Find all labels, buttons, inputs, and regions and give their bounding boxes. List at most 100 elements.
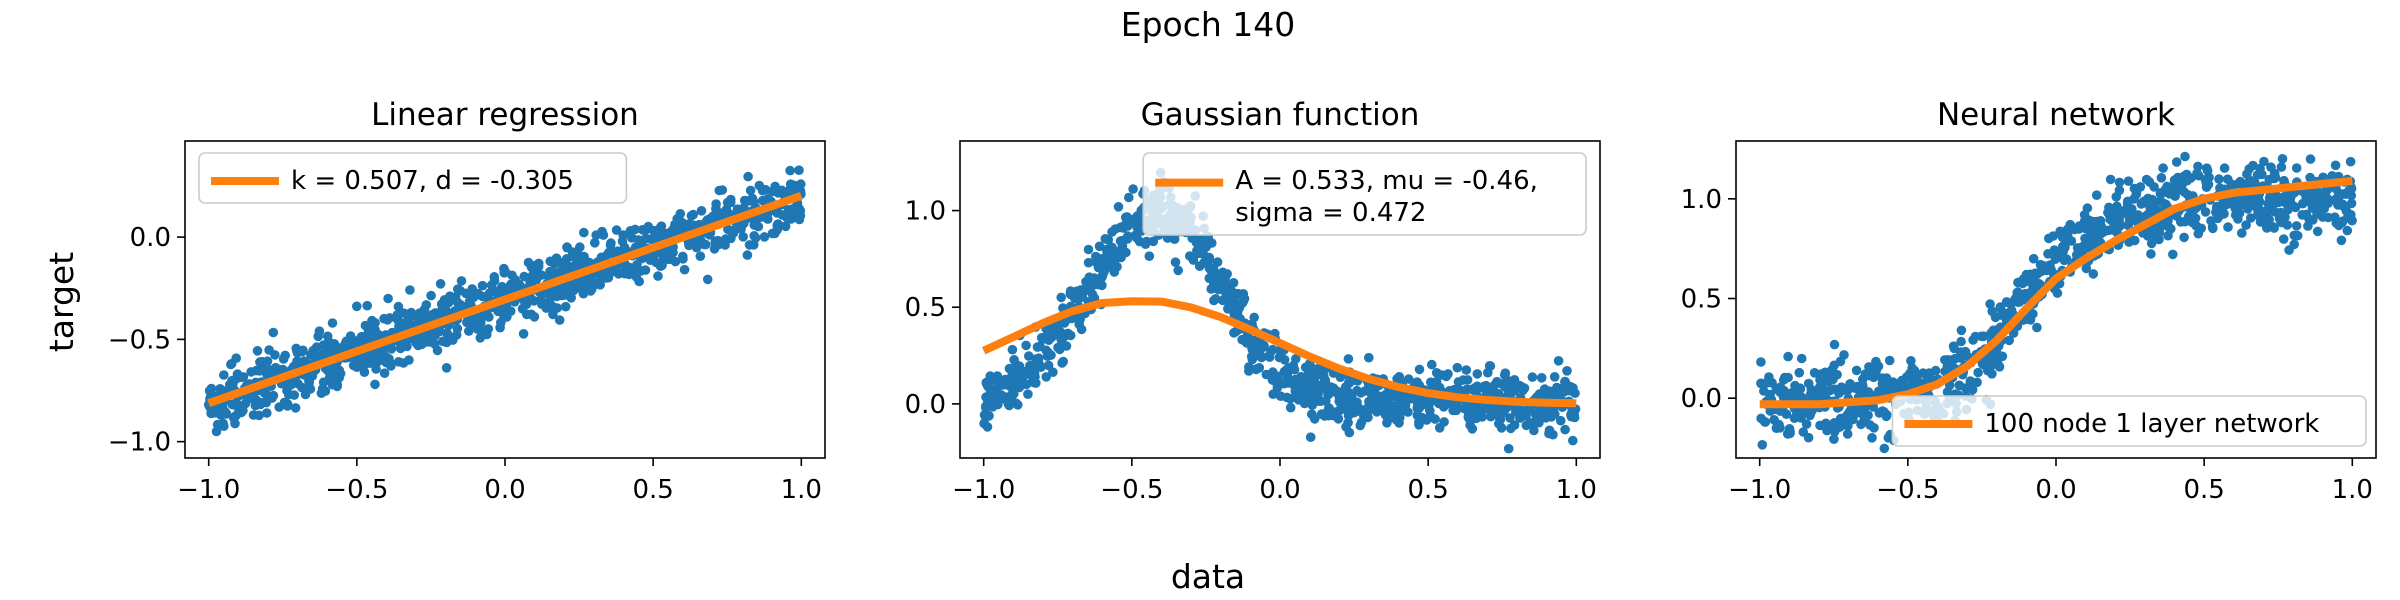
scatter-point xyxy=(2123,176,2134,186)
scatter-point xyxy=(468,317,479,328)
scatter-point xyxy=(438,336,448,347)
scatter-point xyxy=(416,336,426,347)
scatter-point xyxy=(1547,410,1557,420)
scatter-point xyxy=(688,209,698,220)
scatter-point xyxy=(1054,328,1065,339)
scatter-point xyxy=(1324,383,1334,393)
scatter-point xyxy=(1036,362,1046,373)
scatter-point xyxy=(1035,341,1045,352)
scatter-point xyxy=(2179,187,2189,197)
scatter-point xyxy=(1765,406,1776,416)
scatter-point xyxy=(1553,356,1564,366)
scatter-point xyxy=(1837,414,1847,425)
scatter-point xyxy=(2146,249,2156,259)
scatter-point xyxy=(1973,367,1983,378)
scatter-point xyxy=(1798,427,1809,437)
scatter-point xyxy=(767,186,778,197)
scatter-point xyxy=(311,353,321,364)
scatter-point xyxy=(477,280,488,291)
scatter-point xyxy=(212,419,223,430)
scatter-point xyxy=(1995,302,2006,312)
subplot-title: Linear regression xyxy=(371,97,639,133)
legend-box xyxy=(1891,395,2367,447)
scatter-point xyxy=(772,220,782,231)
scatter-point xyxy=(1061,341,1072,351)
scatter-point xyxy=(464,296,475,307)
scatter-point xyxy=(1355,420,1365,431)
scatter-point xyxy=(1426,377,1436,388)
scatter-point xyxy=(1506,423,1516,434)
scatter-point xyxy=(2074,224,2084,234)
scatter-point xyxy=(757,185,768,196)
scatter-point xyxy=(2032,322,2042,333)
scatter-point xyxy=(2331,218,2342,228)
subplot-1: Linear regression −1.0 −0.5 0.0 0.5 1.0 −1.0 −0… xyxy=(108,97,826,505)
scatter-point xyxy=(1779,385,1789,396)
y-tick-label: 1.0 xyxy=(905,197,946,227)
scatter-point xyxy=(985,371,995,381)
scatter-point xyxy=(370,379,380,390)
scatter-point xyxy=(1414,364,1425,375)
scatter-point xyxy=(1025,360,1035,371)
scatter-point xyxy=(563,282,574,293)
scatter-point xyxy=(2082,222,2092,232)
scatter-point xyxy=(2046,265,2056,276)
scatter-point xyxy=(544,296,555,307)
scatter-point xyxy=(1006,394,1016,404)
scatter-point xyxy=(759,232,770,242)
scatter-point xyxy=(1779,375,1789,385)
scatter-point xyxy=(1560,424,1570,435)
scatter-point xyxy=(507,270,517,281)
scatter-point xyxy=(567,251,578,262)
scatter-point xyxy=(617,236,628,247)
scatter-point xyxy=(1954,380,1965,391)
scatter-point xyxy=(1403,374,1414,384)
fit-line xyxy=(207,192,803,407)
scatter-point xyxy=(1074,319,1084,330)
scatter-point xyxy=(2241,220,2251,230)
scatter-point xyxy=(1500,368,1511,379)
scatter-point xyxy=(745,185,756,196)
scatter-point xyxy=(1806,384,1817,395)
scatter-point xyxy=(2229,198,2240,208)
scatter-point xyxy=(992,371,1003,381)
scatter-point xyxy=(1461,400,1472,411)
scatter-point xyxy=(502,312,512,322)
scatter-point xyxy=(1431,368,1442,378)
scatter-point xyxy=(655,261,666,272)
scatter-point xyxy=(1836,382,1847,393)
scatter-point xyxy=(1486,411,1496,422)
scatter-point xyxy=(1906,356,1916,366)
scatter-point xyxy=(1480,403,1490,414)
scatter-point xyxy=(1343,354,1354,364)
scatter-point xyxy=(429,339,440,349)
scatter-point xyxy=(1451,405,1462,416)
x-tick-label: 0.0 xyxy=(1259,475,1300,505)
scatter-point xyxy=(1761,377,1772,388)
subplot-title: Gaussian function xyxy=(1141,97,1420,133)
x-tick-label: −0.5 xyxy=(1100,475,1163,505)
scatter-point xyxy=(1380,389,1391,400)
scatter-point xyxy=(2013,297,2023,308)
y-tick-label: 1.0 xyxy=(1681,185,1722,215)
scatter-point xyxy=(702,215,713,225)
scatter-point xyxy=(2180,216,2190,227)
scatter-point xyxy=(1756,413,1766,424)
scatter-point xyxy=(2130,235,2140,246)
scatter-point xyxy=(1801,419,1812,429)
scatter-point xyxy=(699,239,709,250)
scatter-point xyxy=(262,408,272,418)
figure-shared-ylabel: target xyxy=(42,252,81,352)
scatter-point xyxy=(2179,232,2189,243)
scatter-point xyxy=(1566,409,1576,420)
scatter-point xyxy=(1500,382,1510,392)
scatter-point xyxy=(1771,383,1782,394)
legend-box xyxy=(1142,152,1587,236)
scatter-point xyxy=(2017,278,2028,289)
scatter-point xyxy=(1140,239,1151,249)
scatter-point xyxy=(1790,380,1800,391)
scatter-point xyxy=(1041,372,1051,382)
scatter-point xyxy=(1863,410,1873,421)
scatter-point xyxy=(2345,156,2356,167)
scatter-point xyxy=(2304,214,2314,224)
